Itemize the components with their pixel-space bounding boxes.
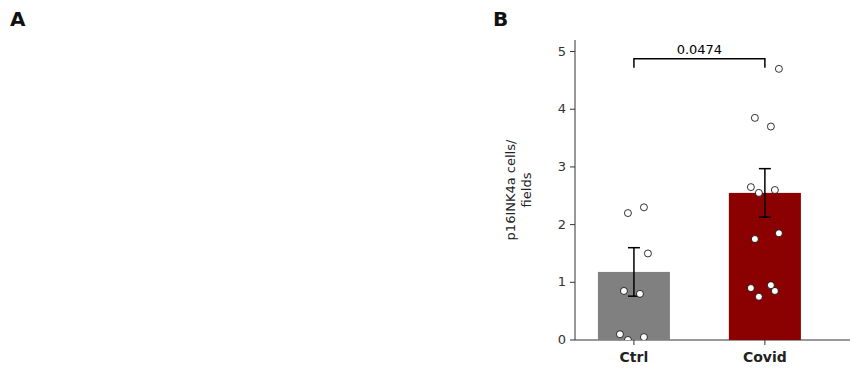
y-tick-label: 0 <box>558 332 566 347</box>
data-point <box>624 337 631 341</box>
y-axis-line <box>575 40 576 340</box>
p-value: 0.0474 <box>677 42 723 57</box>
y-tick <box>570 282 575 283</box>
y-axis-label-line: fields <box>519 172 534 207</box>
data-point <box>747 184 754 191</box>
y-tick-label: 5 <box>558 44 566 59</box>
data-point <box>755 293 762 300</box>
y-tick <box>570 51 575 52</box>
data-point <box>640 334 647 340</box>
error-bar-cap <box>628 247 640 249</box>
data-point <box>767 123 774 130</box>
data-point <box>636 290 643 297</box>
chart-svg: A B 0 1 2 3 4 5 Ctrl Covid p16INK4a cells/fields 0.… <box>0 0 863 388</box>
y-tick-label: 2 <box>558 217 566 232</box>
y-axis-label: p16INK4a cells/fields <box>503 139 534 240</box>
data-point <box>747 285 754 292</box>
data-point <box>620 287 627 294</box>
y-tick <box>570 224 575 225</box>
x-tick <box>764 340 765 345</box>
panel-label: B <box>493 7 508 31</box>
data-point <box>644 250 651 257</box>
error-bar <box>628 248 640 296</box>
data-point <box>767 282 774 289</box>
data-point <box>771 187 778 194</box>
plot-area <box>598 65 801 340</box>
data-point <box>640 204 647 211</box>
y-tick-label: 1 <box>558 274 566 289</box>
x-tick-label: Covid <box>743 349 787 365</box>
data-point <box>751 114 758 121</box>
background <box>0 0 863 388</box>
error-bar-cap <box>759 216 771 218</box>
y-tick <box>570 340 575 341</box>
y-tick <box>570 109 575 110</box>
x-tick-label: Ctrl <box>620 349 649 365</box>
data-point <box>775 230 782 237</box>
error-bar-stem <box>633 248 635 296</box>
error-bar-stem <box>764 169 766 217</box>
data-point <box>616 331 623 338</box>
y-tick-label: 3 <box>558 159 566 174</box>
data-point <box>755 189 762 196</box>
y-axis-label-line: p16INK4a cells/ <box>503 139 518 240</box>
error-bar-cap <box>759 168 771 170</box>
data-point <box>751 236 758 243</box>
significance-bracket <box>634 59 765 68</box>
x-tick <box>633 340 634 345</box>
panel-label: A <box>10 7 26 31</box>
data-point <box>775 65 782 72</box>
y-tick <box>570 166 575 167</box>
axes: 0 1 2 3 4 5 Ctrl Covid p16INK4a cells/fields <box>503 40 850 365</box>
data-point <box>624 210 631 217</box>
y-tick-label: 4 <box>558 101 566 116</box>
